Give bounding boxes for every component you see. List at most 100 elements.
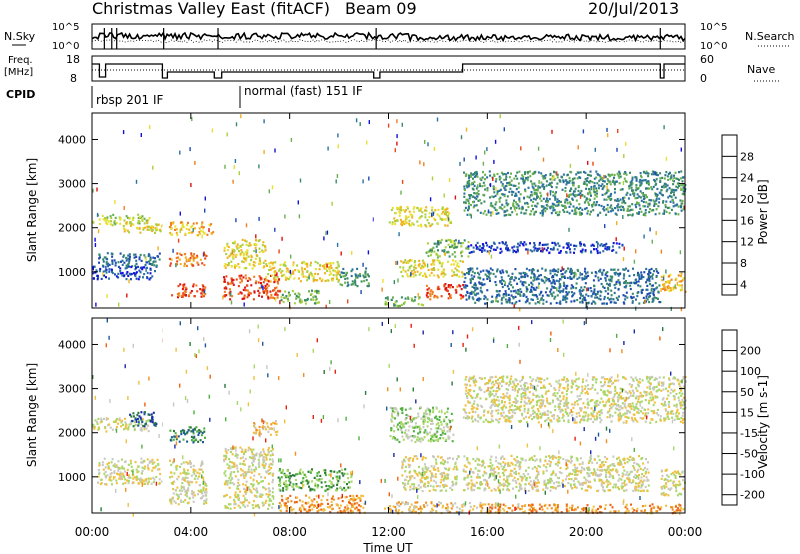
heatmap-cell: [545, 249, 548, 252]
heatmap-cell: [617, 288, 620, 291]
heatmap-cell: [496, 268, 499, 271]
heatmap-noise-cell: [140, 133, 142, 137]
heatmap-cell: [264, 488, 267, 491]
heatmap-noise-cell: [238, 171, 240, 176]
heatmap-cell: [269, 296, 272, 299]
heatmap-cell: [200, 434, 203, 437]
heatmap-cell: [422, 422, 425, 425]
heatmap-cell: [184, 286, 187, 289]
heatmap-cell: [495, 209, 498, 212]
heatmap-cell: [223, 276, 225, 279]
heatmap-cell: [465, 294, 468, 297]
heatmap-cell: [568, 176, 571, 179]
heatmap-cell: [318, 479, 321, 482]
heatmap-cell: [601, 244, 604, 248]
heatmap-cell: [492, 195, 495, 199]
heatmap-cell: [129, 420, 132, 423]
heatmap-cell: [591, 292, 594, 296]
heatmap-cell: [619, 283, 622, 286]
heatmap-cell: [564, 295, 567, 298]
heatmap-cell: [151, 421, 154, 424]
heatmap-cell: [629, 287, 632, 291]
heatmap-cell: [147, 430, 150, 433]
heatmap-cell: [233, 506, 236, 509]
heatmap-cell: [562, 298, 564, 301]
heatmap-cell: [668, 280, 671, 283]
heatmap-cell: [264, 501, 267, 504]
heatmap-cell: [595, 189, 598, 192]
heatmap-cell: [461, 250, 464, 253]
heatmap-cell: [672, 191, 675, 194]
heatmap-cell: [595, 241, 598, 244]
heatmap-cell: [240, 278, 243, 281]
heatmap-cell: [594, 191, 597, 194]
heatmap-cell: [181, 287, 184, 291]
heatmap-noise-cell: [616, 147, 618, 152]
heatmap-cell: [288, 477, 291, 480]
heatmap-cell: [608, 282, 611, 286]
heatmap-cell: [468, 184, 471, 187]
heatmap-cell: [647, 181, 650, 184]
heatmap-cell: [104, 483, 107, 486]
heatmap-noise-cell: [676, 281, 678, 286]
heatmap-cell: [132, 412, 135, 415]
heatmap-cell: [281, 269, 284, 273]
heatmap-cell: [249, 476, 252, 479]
heatmap-cell: [316, 510, 319, 513]
heatmap-cell: [531, 194, 534, 197]
heatmap-cell: [243, 453, 245, 456]
heatmap-cell: [306, 265, 309, 268]
heatmap-cell: [662, 212, 665, 215]
heatmap-cell: [552, 246, 555, 249]
heatmap-cell: [257, 458, 260, 461]
heatmap-cell: [575, 199, 578, 202]
heatmap-cell: [541, 243, 544, 247]
heatmap-cell: [253, 275, 256, 278]
heatmap-noise-cell: [534, 276, 536, 281]
heatmap-cell: [183, 293, 186, 296]
heatmap-cell: [367, 282, 370, 285]
heatmap-cell: [223, 280, 226, 283]
heatmap-cell: [614, 286, 617, 289]
heatmap-cell: [258, 287, 261, 290]
heatmap-cell: [534, 302, 537, 305]
heatmap-cell: [326, 506, 329, 509]
heatmap-cell: [195, 426, 198, 429]
heatmap-cell: [255, 467, 258, 471]
heatmap-cell: [531, 268, 534, 271]
heatmap-cell: [669, 200, 672, 203]
heatmap-cell: [137, 421, 140, 424]
heatmap-cell: [467, 209, 469, 212]
heatmap-cell: [320, 477, 323, 481]
heatmap-cell: [623, 177, 626, 180]
heatmap-cell: [266, 279, 269, 282]
heatmap-noise-cell: [398, 232, 400, 237]
heatmap-cell: [176, 293, 179, 296]
heatmap-cell: [188, 497, 191, 500]
heatmap-cell: [568, 205, 571, 208]
heatmap-cell: [404, 429, 407, 432]
heatmap-cell: [396, 206, 399, 209]
heatmap-cell: [401, 224, 403, 227]
heatmap-cell: [619, 175, 622, 178]
heatmap-cell: [657, 205, 660, 208]
heatmap-cell: [181, 489, 184, 492]
heatmap-cell: [227, 467, 230, 470]
heatmap-cell: [225, 493, 228, 497]
heatmap-cell: [444, 218, 447, 221]
heatmap-cell: [179, 499, 182, 502]
heatmap-cell: [498, 200, 501, 203]
heatmap-cell: [187, 472, 190, 475]
heatmap-cell: [635, 186, 638, 189]
heatmap-noise-cell: [325, 231, 327, 236]
heatmap-cell: [390, 429, 393, 432]
heatmap-cell: [177, 435, 180, 438]
heatmap-cell: [345, 273, 348, 277]
heatmap-cell: [452, 246, 455, 250]
heatmap-noise-cell: [437, 241, 439, 246]
heatmap-cell: [243, 476, 246, 480]
heatmap-cell: [111, 458, 114, 461]
heatmap-cell: [559, 200, 562, 203]
heatmap-cell: [664, 183, 667, 186]
heatmap-cell: [595, 176, 598, 179]
